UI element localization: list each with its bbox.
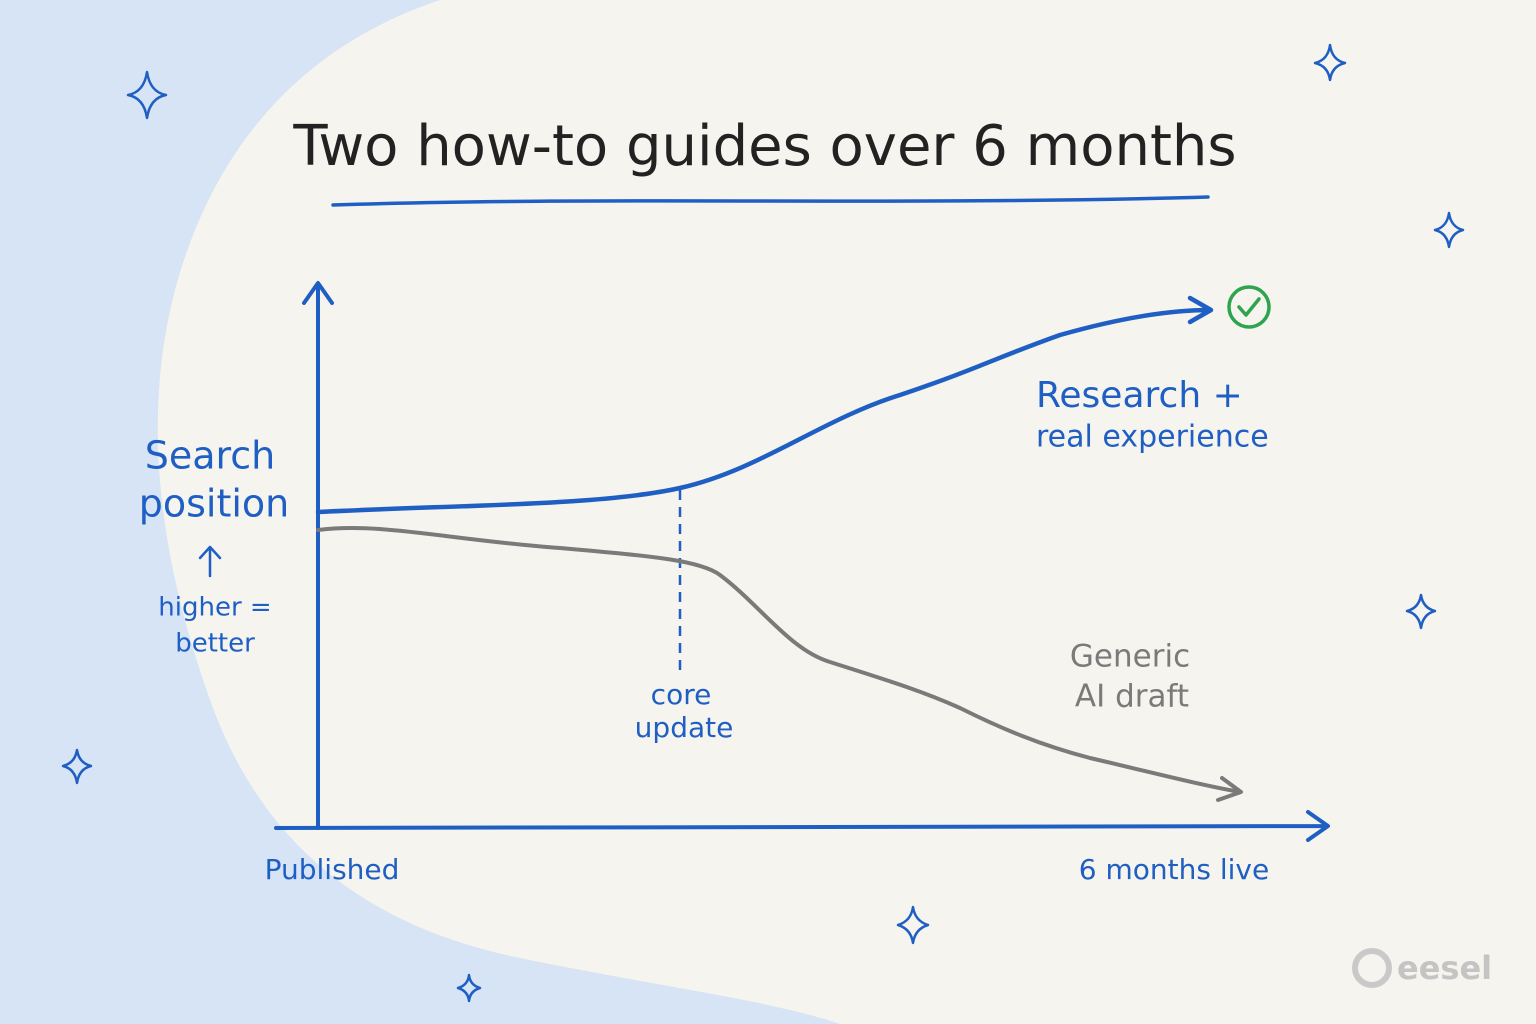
title-underline [331, 195, 1210, 207]
up-arrow [198, 545, 222, 578]
series-label: real experience [1036, 420, 1269, 455]
x-axis-end-label: 6 months live [1079, 853, 1269, 886]
sparkles [61, 43, 1465, 1003]
background-blob [0, 0, 840, 1024]
sparkle [896, 905, 930, 945]
y-axis-note: better [175, 629, 255, 659]
sparkle [1433, 211, 1465, 249]
series-label: Generic [1070, 639, 1190, 675]
axes [274, 281, 1330, 842]
x-axis-start-label: Published [265, 853, 400, 886]
sparkle [61, 748, 93, 785]
annotation: core [651, 678, 712, 711]
research-curve [315, 295, 1214, 515]
series-label: Research + [1036, 375, 1243, 416]
check-circle [1227, 285, 1271, 329]
sparkle [1405, 593, 1437, 630]
y-axis-label: Search [145, 434, 276, 478]
sparkle [1313, 43, 1347, 82]
title: Two how-to guides over 6 months [292, 114, 1236, 179]
annotation: update [635, 711, 734, 744]
y-axis [302, 281, 334, 830]
x-axis [274, 810, 1330, 842]
y-axis-note: higher = [158, 593, 271, 623]
generic-curve [316, 526, 1243, 802]
y-axis-label: position [139, 482, 290, 526]
series-label: AI draft [1075, 679, 1189, 715]
logo-mark [1352, 948, 1392, 988]
logo: eesel [1397, 949, 1492, 987]
sparkle [456, 973, 482, 1003]
check-mark [1237, 297, 1261, 317]
sparkle [126, 70, 168, 120]
